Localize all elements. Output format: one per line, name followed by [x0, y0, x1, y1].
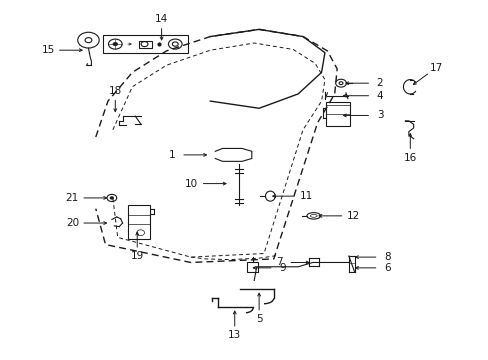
Text: 17: 17 [428, 63, 442, 73]
Text: 18: 18 [108, 86, 122, 96]
Text: 14: 14 [155, 14, 168, 24]
Circle shape [110, 197, 114, 199]
Text: 4: 4 [376, 91, 383, 101]
Text: 12: 12 [346, 211, 359, 221]
Bar [246, 262, 257, 272]
Text: 5: 5 [255, 314, 262, 324]
Text: 11: 11 [299, 191, 312, 201]
Text: 15: 15 [41, 45, 55, 55]
Text: 8: 8 [383, 252, 390, 262]
Text: 6: 6 [383, 263, 390, 273]
Circle shape [113, 42, 118, 46]
Text: 1: 1 [169, 150, 175, 160]
Bar [103, 36, 188, 53]
Text: 7: 7 [276, 257, 283, 267]
Text: 16: 16 [403, 153, 416, 163]
Text: 3: 3 [376, 111, 383, 121]
Text: 2: 2 [376, 78, 383, 88]
Text: 21: 21 [65, 193, 79, 203]
Text: 20: 20 [66, 218, 79, 228]
Bar [326, 102, 349, 126]
Bar [128, 205, 150, 239]
Bar [139, 41, 152, 48]
Text: 9: 9 [279, 263, 285, 273]
Text: 10: 10 [185, 179, 198, 189]
Text: 19: 19 [130, 251, 143, 261]
Text: 13: 13 [228, 330, 241, 340]
